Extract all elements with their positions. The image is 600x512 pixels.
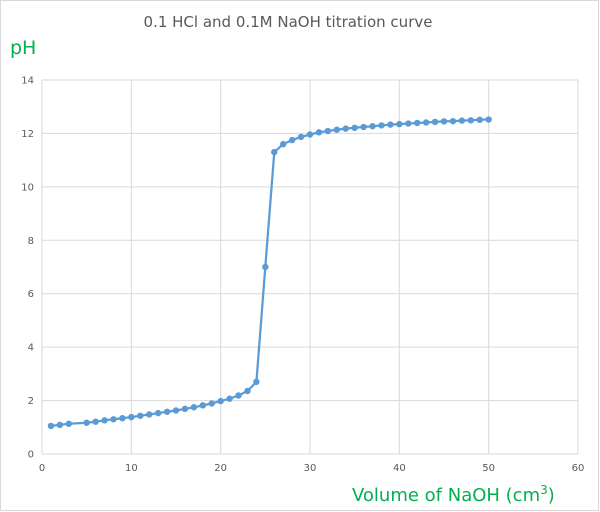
y-tick-labels: 0 2 4 6 8 10 12 14 [21, 76, 34, 461]
data-point [101, 417, 108, 424]
x-tick-label: 0 [39, 463, 45, 474]
data-point [244, 387, 251, 395]
data-point [414, 119, 421, 127]
x-tick-label: 20 [214, 463, 227, 474]
data-point [92, 418, 99, 425]
x-axis-label-close: ) [548, 485, 555, 506]
gridlines [41, 79, 579, 455]
data-point [449, 117, 457, 125]
data-point [253, 378, 260, 386]
data-point [405, 120, 412, 127]
data-point [65, 420, 73, 428]
data-point [47, 422, 55, 430]
data-point [235, 392, 242, 399]
data-point [315, 129, 323, 136]
y-tick-label: 4 [28, 343, 34, 354]
x-tick-label: 40 [393, 463, 406, 474]
data-point [163, 408, 171, 415]
data-point [324, 127, 332, 135]
y-tick-label: 10 [21, 182, 34, 193]
data-point [56, 421, 64, 429]
data-point [208, 400, 215, 407]
data-point [271, 148, 278, 156]
series-ph-curve [47, 116, 492, 430]
data-point [146, 411, 153, 418]
data-point [467, 117, 474, 124]
series-line [50, 118, 489, 428]
data-point [128, 413, 135, 421]
data-point [110, 416, 117, 423]
data-point [360, 123, 367, 131]
data-point [137, 412, 144, 419]
y-tick-label: 0 [28, 450, 34, 461]
data-point [83, 419, 90, 426]
data-point [190, 404, 198, 411]
x-axis-label-main: Volume of NaOH (cm [352, 485, 540, 506]
data-point [333, 126, 340, 133]
y-tick-label: 2 [28, 396, 34, 407]
data-point [119, 415, 126, 422]
x-axis-label-superscript: 3 [540, 483, 548, 497]
data-point [217, 397, 224, 405]
data-point [181, 405, 189, 413]
y-axis-label: pH [10, 37, 36, 59]
data-point [476, 116, 483, 124]
data-point [431, 118, 439, 126]
data-point [396, 120, 403, 128]
x-axis-label: Volume of NaOH (cm3) [352, 483, 555, 506]
x-tick-label: 10 [125, 463, 138, 474]
x-tick-labels: 0 10 20 30 40 50 60 [39, 463, 585, 474]
x-tick-label: 60 [572, 463, 585, 474]
data-point [440, 118, 448, 125]
y-tick-label: 8 [28, 236, 34, 247]
data-point [262, 263, 269, 271]
y-tick-label: 14 [21, 76, 34, 87]
y-tick-label: 6 [28, 289, 34, 300]
data-point [297, 133, 305, 141]
data-point [369, 123, 376, 130]
data-point [351, 124, 358, 132]
data-point [387, 121, 394, 128]
data-point [306, 131, 314, 138]
chart-title: 0.1 HCl and 0.1M NaOH titration curve [144, 13, 433, 31]
data-point [485, 116, 492, 123]
data-point [378, 122, 385, 129]
x-tick-label: 50 [482, 463, 495, 474]
data-point [288, 136, 296, 144]
data-point [172, 407, 180, 414]
data-point [280, 140, 287, 148]
x-tick-label: 30 [304, 463, 317, 474]
data-point [458, 117, 466, 124]
data-point [226, 395, 233, 402]
data-point [199, 402, 206, 409]
data-point [422, 119, 430, 126]
data-point [342, 125, 349, 132]
data-point [154, 409, 162, 417]
y-tick-label: 12 [21, 129, 34, 140]
